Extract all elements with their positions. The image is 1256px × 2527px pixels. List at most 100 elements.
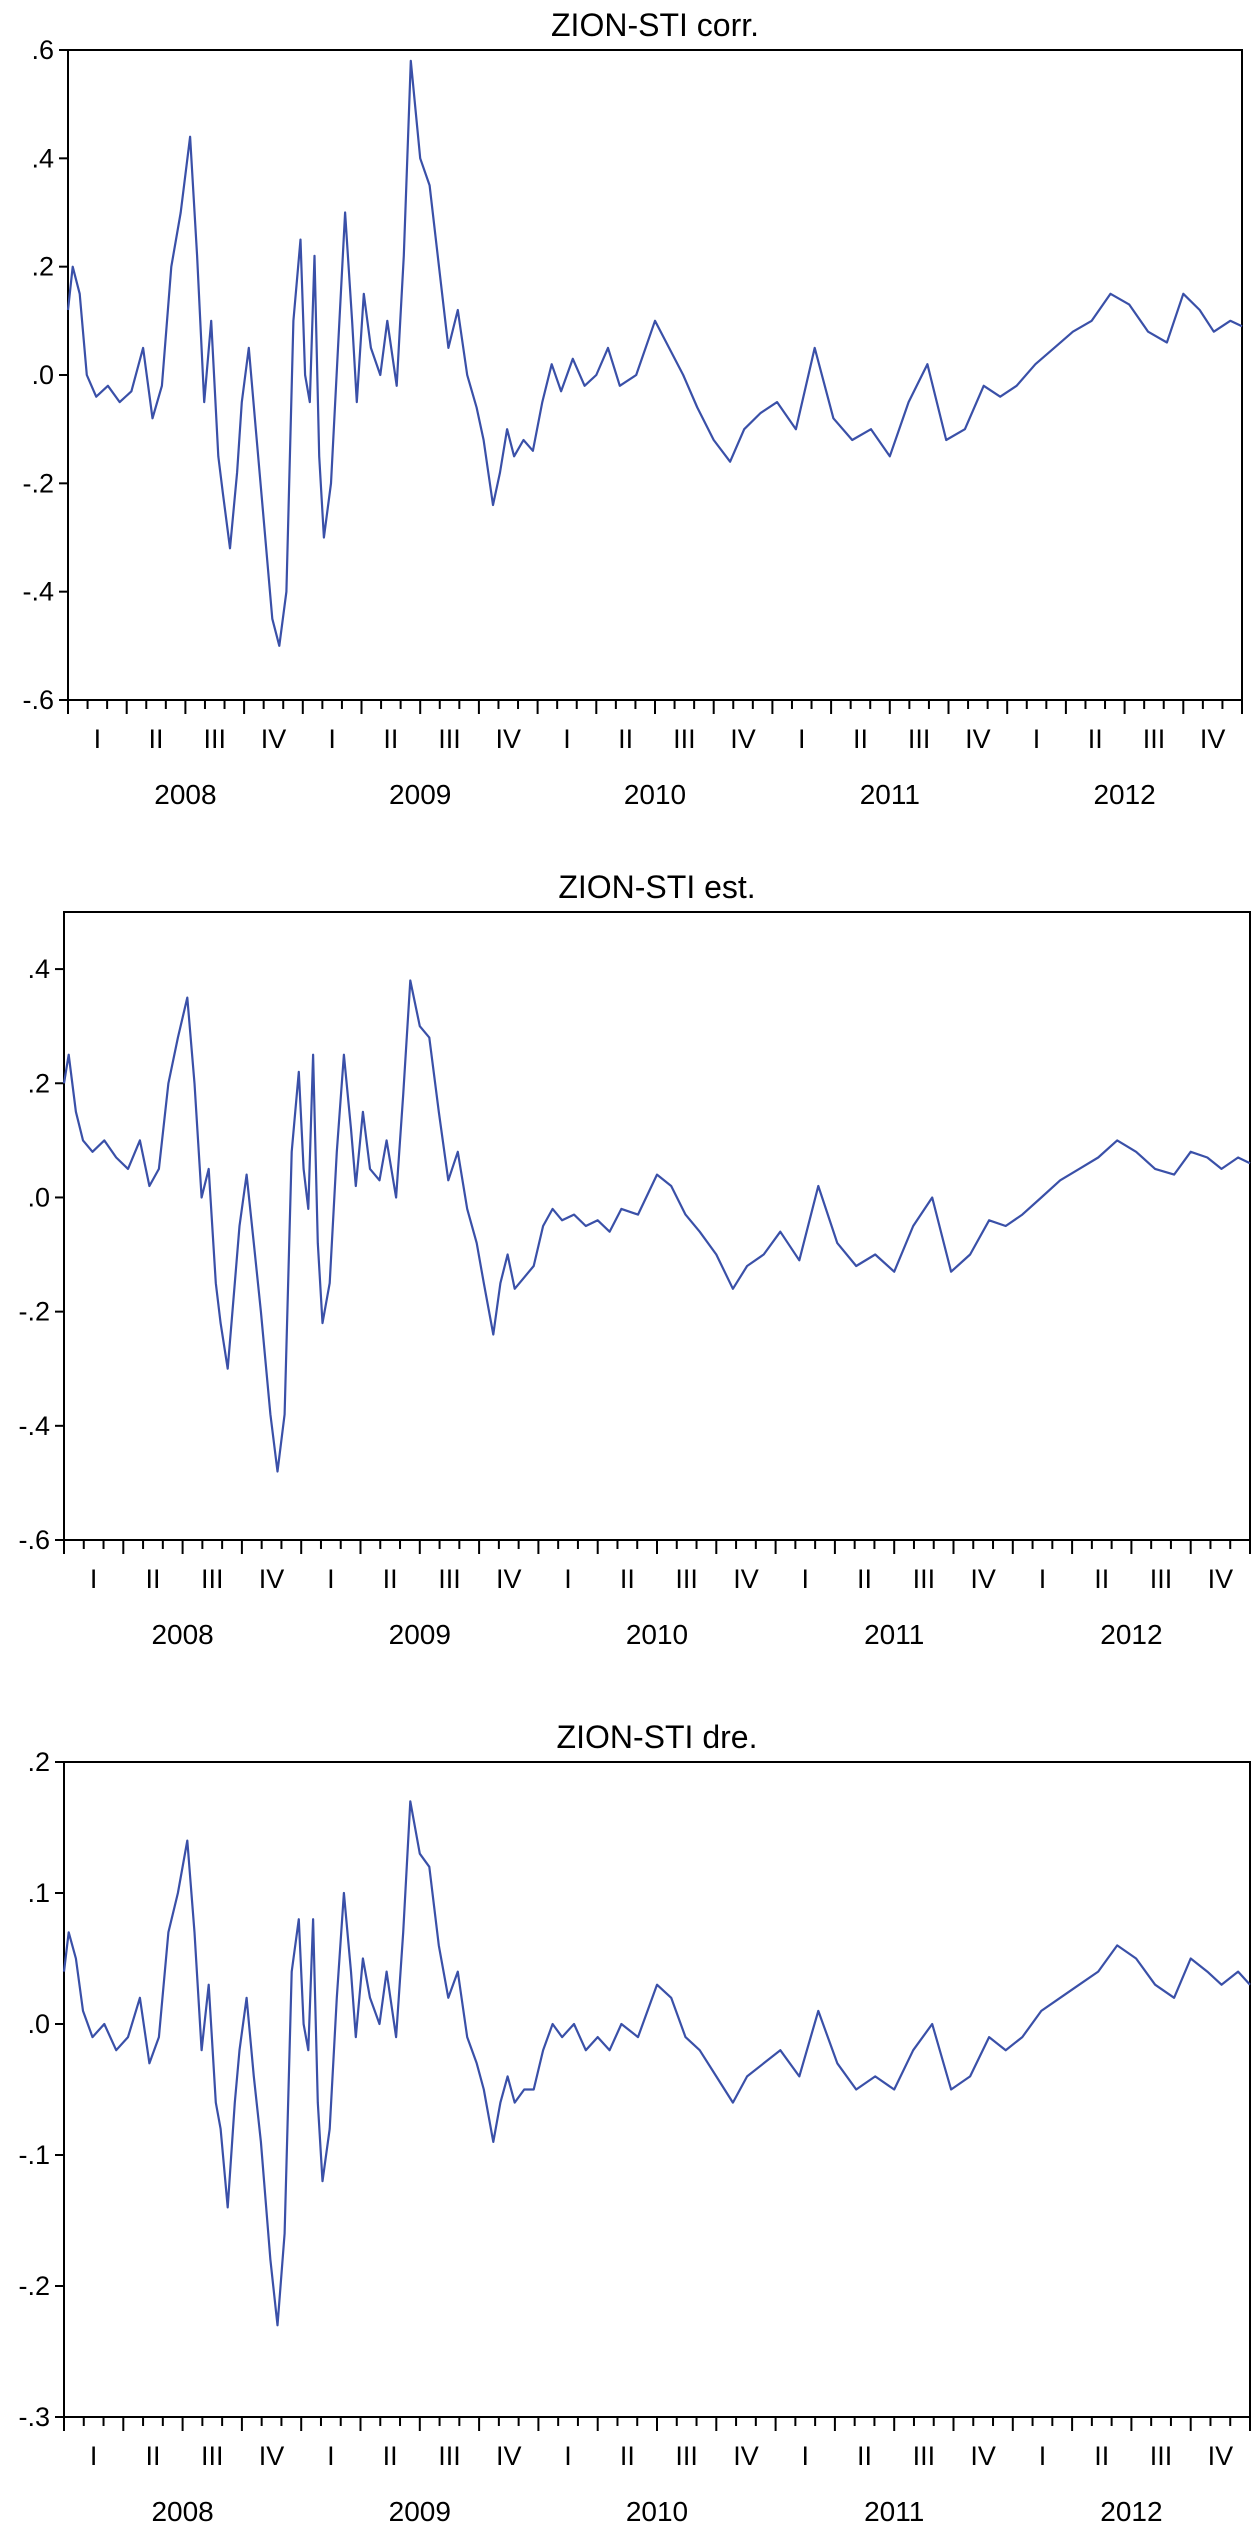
x-quarter-label: IV [1200, 724, 1226, 754]
x-quarter-label: II [149, 724, 164, 754]
y-tick-label: -.4 [22, 577, 54, 607]
x-quarter-label: IV [965, 724, 991, 754]
x-quarter-label: II [857, 2441, 872, 2471]
x-quarter-label: I [90, 1564, 98, 1594]
x-year-label: 2011 [864, 2496, 924, 2522]
y-tick-label: .0 [27, 2009, 50, 2039]
x-year-label: 2010 [624, 779, 686, 810]
plot-frame [63, 911, 1251, 1541]
x-quarter-label: III [675, 2441, 698, 2471]
x-quarter-label: IV [259, 1564, 285, 1594]
x-quarter-label: IV [970, 2441, 996, 2471]
x-quarter-label: IV [733, 1564, 759, 1594]
y-tick-label: -.4 [18, 1411, 50, 1441]
x-year-label: 2012 [1100, 2496, 1162, 2522]
chart-title: ZION-STI est. [558, 869, 755, 905]
chart-panel-dre: ZION-STI dre. .2.1.0-.1-.2-.3I II III IV I II… [18, 1719, 1251, 2527]
x-quarter-label: II [145, 1564, 160, 1594]
x-quarter-label: III [1150, 2441, 1173, 2471]
y-tick-label: .1 [27, 1878, 50, 1908]
x-quarter-label: II [620, 1564, 635, 1594]
y-tick-label: -.2 [18, 1297, 50, 1327]
series-line [62, 979, 1251, 1473]
x-quarter-label: I [1033, 724, 1041, 754]
x-quarter-label: I [1039, 2441, 1047, 2471]
y-tick-label: .2 [27, 1068, 50, 1098]
x-quarter-label: II [145, 2441, 160, 2471]
x-quarter-label: I [327, 2441, 335, 2471]
x-quarter-label: III [1150, 1564, 1173, 1594]
x-quarter-label: III [201, 2441, 224, 2471]
x-quarter-label: IV [733, 2441, 759, 2471]
series-line [62, 1800, 1251, 2327]
x-quarter-label: I [798, 724, 806, 754]
x-year-label: 2008 [151, 2496, 213, 2522]
x-quarter-label: III [201, 1564, 224, 1594]
x-quarter-label: I [801, 1564, 809, 1594]
x-quarter-label: IV [1208, 1564, 1234, 1594]
chart-title: ZION-STI corr. [551, 7, 759, 43]
x-quarter-label: III [913, 2441, 936, 2471]
x-year-label: 2008 [151, 1619, 213, 1650]
y-tick-label: .0 [31, 360, 54, 390]
plot-frame [67, 49, 1243, 701]
x-quarter-label: II [1094, 2441, 1109, 2471]
x-quarter-label: III [438, 2441, 461, 2471]
x-quarter-label: III [1143, 724, 1166, 754]
x-quarter-label: IV [730, 724, 756, 754]
x-year-label: 2009 [389, 779, 451, 810]
x-quarter-label: IV [261, 724, 287, 754]
x-quarter-label: II [1094, 1564, 1109, 1594]
x-quarter-label: I [327, 1564, 335, 1594]
y-tick-label: -.3 [18, 2402, 50, 2432]
x-quarter-label: II [618, 724, 633, 754]
x-quarter-label: II [853, 724, 868, 754]
y-tick-label: -.1 [18, 2140, 50, 2170]
x-quarter-label: I [564, 1564, 572, 1594]
x-quarter-label: I [801, 2441, 809, 2471]
plot-frame [63, 1761, 1251, 2418]
x-quarter-label: III [913, 1564, 936, 1594]
y-tick-label: .0 [27, 1182, 50, 1212]
x-quarter-label: II [620, 2441, 635, 2471]
x-quarter-label: II [383, 2441, 398, 2471]
y-tick-label: .4 [27, 954, 50, 984]
x-quarter-label: III [438, 724, 461, 754]
x-quarter-label: II [1088, 724, 1103, 754]
x-quarter-label: IV [496, 2441, 522, 2471]
y-tick-label: .6 [31, 35, 54, 65]
x-quarter-label: I [563, 724, 571, 754]
x-year-label: 2011 [864, 1619, 924, 1650]
x-quarter-label: III [438, 1564, 461, 1594]
x-year-label: 2011 [860, 779, 920, 810]
x-quarter-label: I [328, 724, 336, 754]
chart-title: ZION-STI dre. [557, 1719, 758, 1755]
y-tick-label: .2 [31, 252, 54, 282]
x-quarter-label: IV [970, 1564, 996, 1594]
chart-panel-corr: ZION-STI corr. .6.4.2.0-.2-.4-.6I II III IV… [22, 7, 1243, 810]
x-quarter-label: IV [1208, 2441, 1234, 2471]
y-tick-label: -.6 [22, 685, 54, 715]
x-year-label: 2008 [154, 779, 216, 810]
x-year-label: 2012 [1100, 1619, 1162, 1650]
x-quarter-label: II [383, 1564, 398, 1594]
x-quarter-label: IV [496, 1564, 522, 1594]
y-tick-label: -.2 [22, 468, 54, 498]
y-tick-label: .4 [31, 143, 54, 173]
x-year-label: 2010 [626, 1619, 688, 1650]
x-quarter-label: II [857, 1564, 872, 1594]
x-quarter-label: III [203, 724, 226, 754]
x-quarter-label: III [908, 724, 931, 754]
y-tick-label: -.2 [18, 2271, 50, 2301]
x-quarter-label: III [675, 1564, 698, 1594]
x-quarter-label: I [564, 2441, 572, 2471]
x-quarter-label: I [1039, 1564, 1047, 1594]
x-quarter-label: IV [259, 2441, 285, 2471]
x-quarter-label: III [673, 724, 696, 754]
x-quarter-label: IV [495, 724, 521, 754]
x-year-label: 2009 [389, 1619, 451, 1650]
x-quarter-label: I [94, 724, 102, 754]
x-quarter-label: I [90, 2441, 98, 2471]
chart-panel-est: ZION-STI est. .4.2.0-.2-.4-.6I II III IV I II… [18, 869, 1251, 1650]
